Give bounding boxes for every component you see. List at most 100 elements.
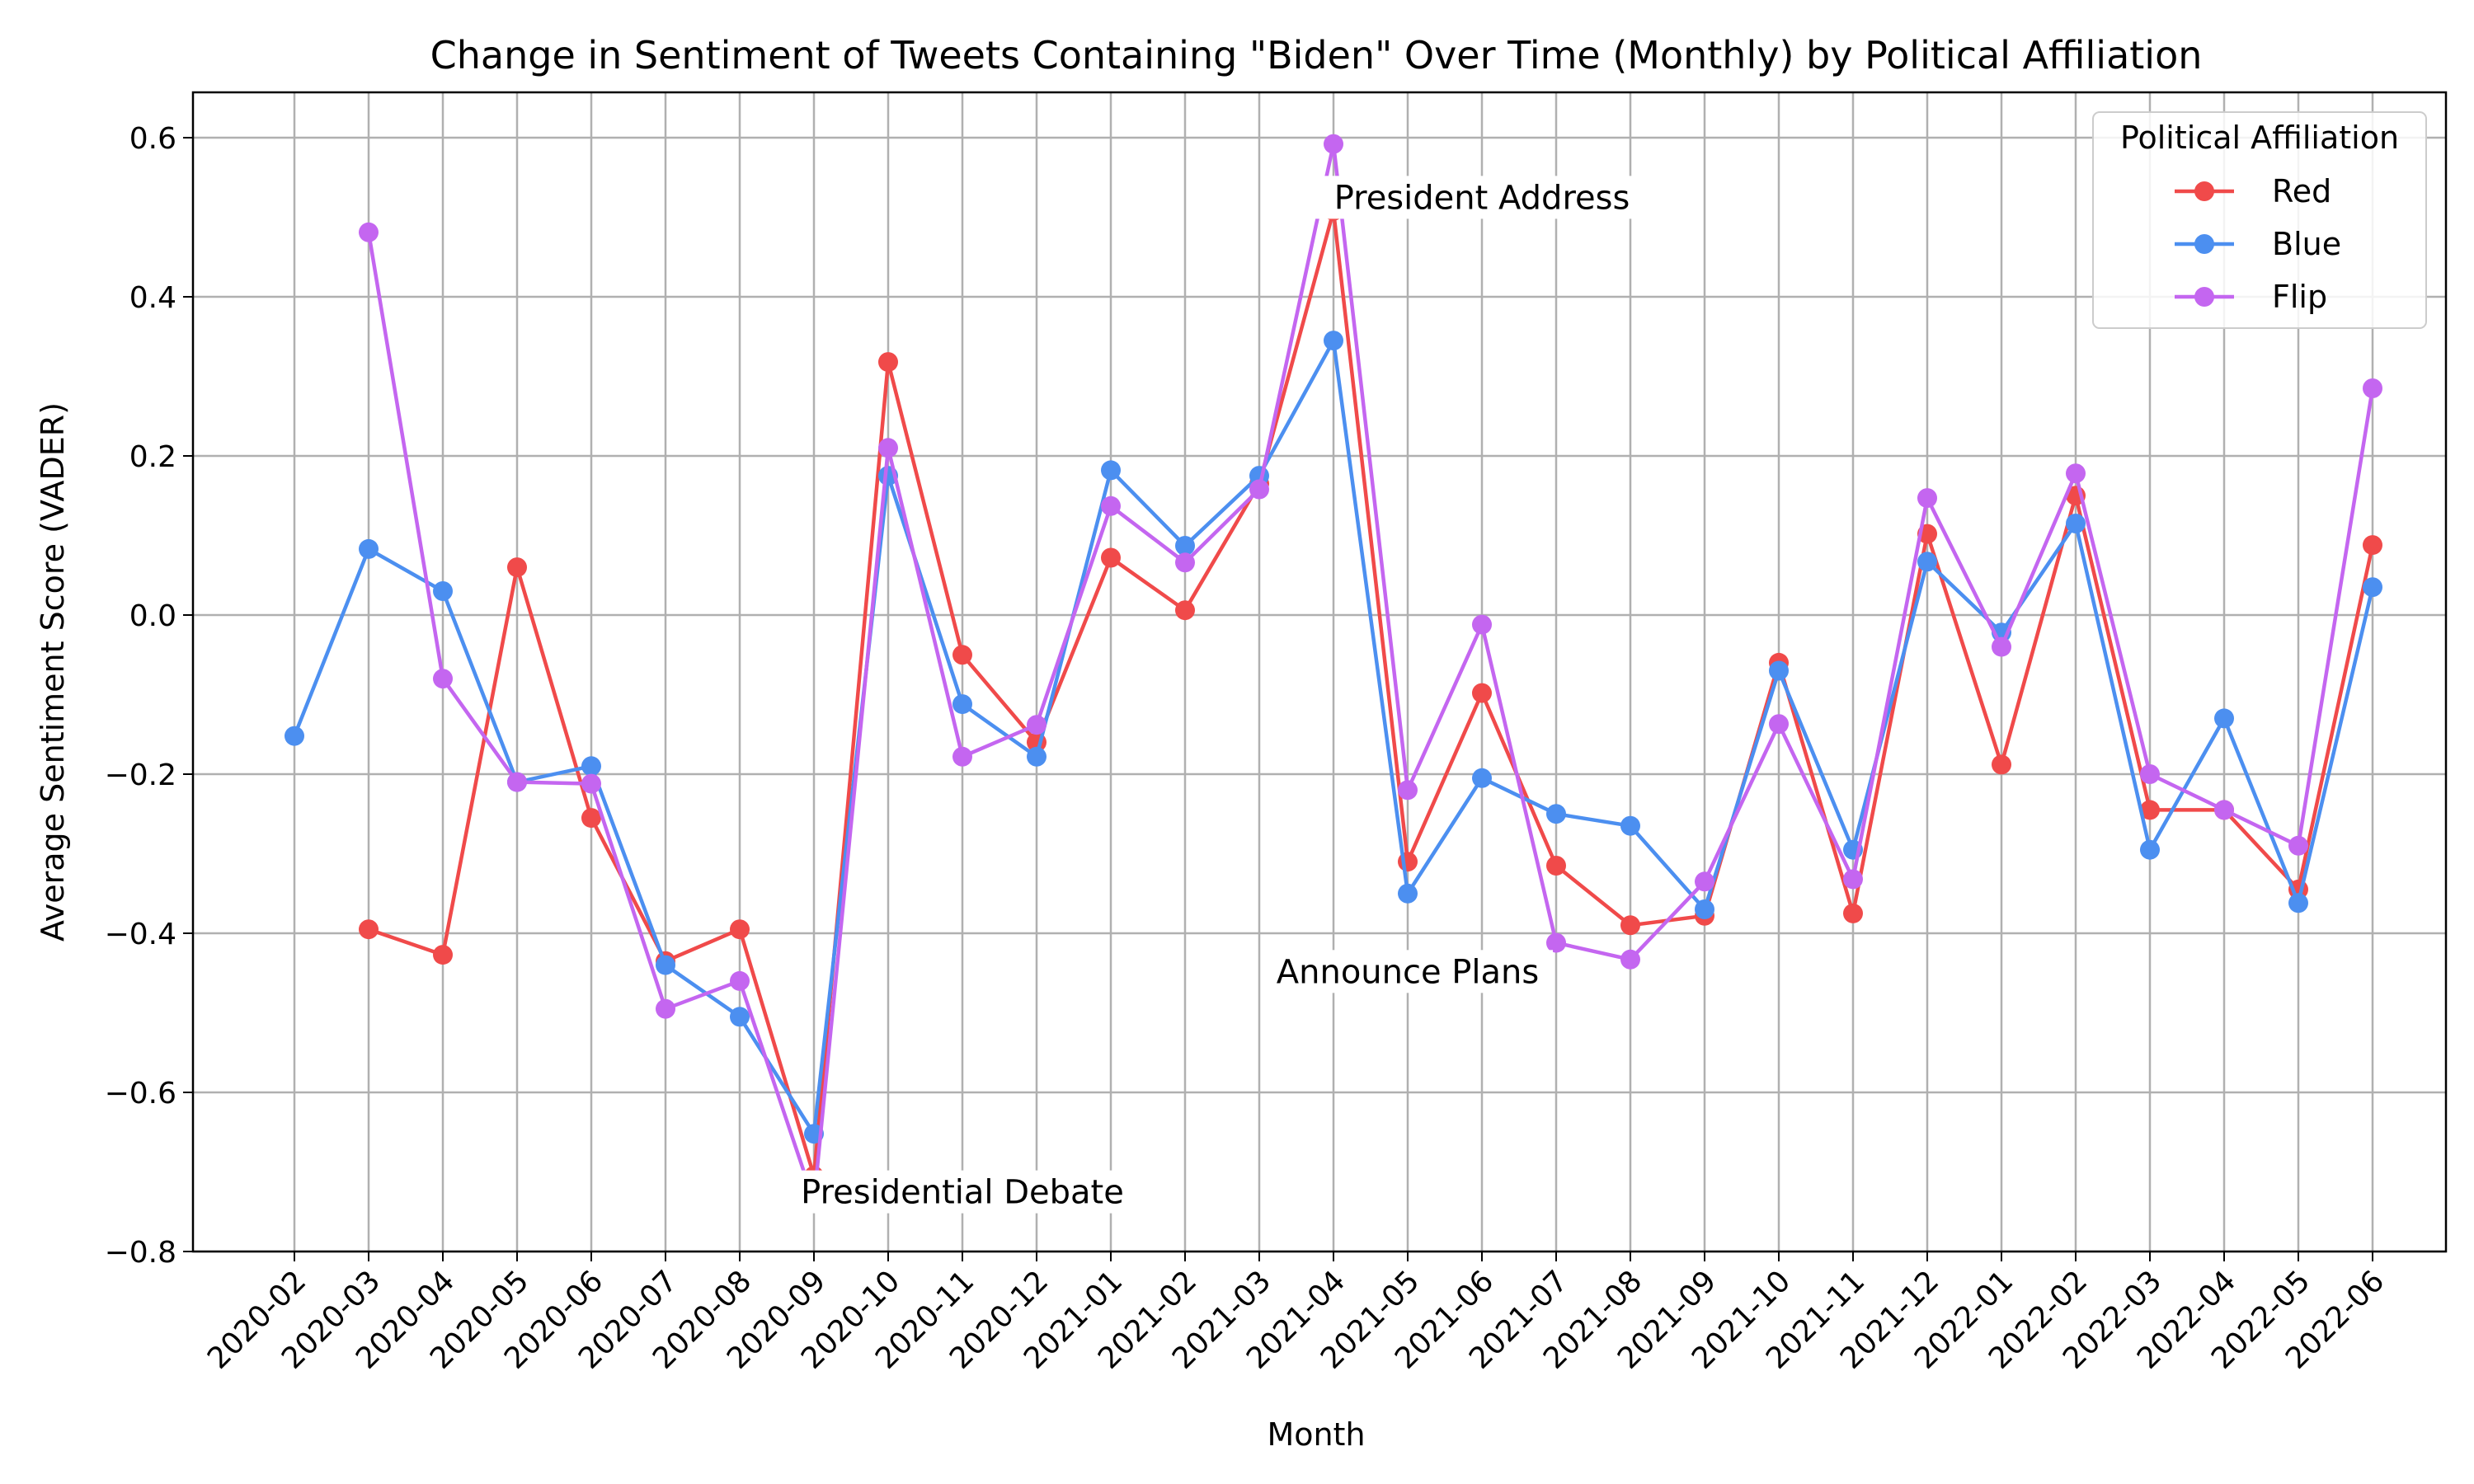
grid [193, 92, 2446, 1253]
legend: Political Affiliation Red Blue Flip [2092, 111, 2427, 329]
data-point-flip [1992, 636, 2011, 657]
data-point-flip [433, 669, 453, 689]
data-point-blue [2140, 839, 2160, 860]
y-tick-label: 0.6 [129, 122, 176, 156]
data-point-red [433, 945, 453, 965]
data-point-blue [1027, 746, 1047, 767]
legend-label: Blue [2272, 226, 2341, 262]
series-layer [285, 134, 2382, 1212]
legend-label: Red [2272, 173, 2331, 209]
data-point-red [878, 352, 898, 373]
legend-title: Political Affiliation [2120, 120, 2399, 156]
data-point-flip [2140, 764, 2160, 784]
data-point-blue [2363, 577, 2382, 598]
data-point-flip [1843, 869, 1863, 890]
annotation-background [769, 1170, 1155, 1214]
data-point-blue [285, 726, 304, 746]
data-point-flip [1175, 552, 1195, 573]
series-red [359, 200, 2382, 1186]
legend-box [2092, 111, 2427, 329]
data-point-flip [1620, 949, 1640, 970]
x-axis-label: Month [1267, 1416, 1365, 1453]
data-point-flip [1917, 488, 1937, 509]
y-tick-label: −0.2 [105, 758, 176, 792]
y-tick-label: −0.4 [105, 918, 176, 951]
data-point-red [359, 919, 379, 940]
data-point-flip [656, 998, 675, 1019]
data-point-flip [730, 970, 750, 991]
data-point-flip [952, 746, 972, 767]
y-tick-label: 0.0 [129, 599, 176, 633]
legend-item-flip: Flip [2175, 279, 2327, 315]
annotation-background [1308, 176, 1656, 219]
y-tick-label: 0.4 [129, 281, 176, 315]
data-point-flip [1472, 614, 1492, 635]
annotation-label: President Address [1334, 179, 1630, 217]
data-point-blue [952, 694, 972, 715]
data-point-flip [1398, 780, 1418, 801]
data-point-flip [1101, 495, 1121, 516]
data-point-blue [1546, 804, 1566, 824]
data-point-blue [2066, 514, 2086, 533]
series-line-flip [366, 142, 2375, 1204]
data-point-blue [433, 581, 453, 601]
legend-marker [2194, 234, 2214, 254]
data-point-flip [507, 772, 527, 792]
data-point-blue [1324, 331, 1343, 351]
legend-marker [2194, 287, 2214, 307]
plot-frame [191, 91, 2448, 1253]
legend-label: Flip [2272, 279, 2327, 315]
data-point-flip [2066, 463, 2086, 484]
chart-title: Change in Sentiment of Tweets Containing… [430, 33, 2203, 77]
data-point-red [2140, 800, 2160, 820]
data-point-red [730, 919, 750, 940]
x-axis-ticks: 2020-022020-032020-042020-052020-062020-… [201, 1252, 2391, 1376]
y-axis-label: Average Sentiment Score (VADER) [35, 402, 71, 942]
data-point-flip [1249, 479, 1269, 500]
data-point-blue [730, 1007, 750, 1027]
data-point-blue [1695, 899, 1714, 919]
annotation-layer: Presidential Debate President Address Anno… [769, 176, 1656, 1214]
legend-item-blue: Blue [2175, 226, 2341, 262]
data-point-blue [1101, 460, 1121, 481]
data-point-red [1546, 856, 1566, 876]
data-point-blue [1620, 815, 1640, 836]
data-point-blue [2288, 893, 2308, 913]
data-point-flip [878, 438, 898, 458]
data-point-flip [1027, 715, 1047, 735]
data-point-blue [359, 538, 379, 559]
data-point-flip [1695, 871, 1714, 892]
data-point-flip [2363, 378, 2382, 398]
data-point-blue [1398, 883, 1418, 904]
data-point-red [507, 557, 527, 578]
legend-item-red: Red [2175, 173, 2331, 209]
annotation-background [1263, 950, 1553, 993]
data-point-blue [656, 955, 675, 975]
data-point-blue [1472, 768, 1492, 788]
data-point-flip [2214, 800, 2234, 820]
legend-marker [2194, 181, 2214, 201]
y-tick-label: 0.2 [129, 440, 176, 474]
annotation-label: Announce Plans [1277, 953, 1540, 991]
y-tick-label: −0.8 [105, 1236, 176, 1270]
annotation-label: Presidential Debate [801, 1174, 1124, 1212]
data-point-red [1843, 903, 1863, 923]
data-point-red [952, 645, 972, 665]
data-point-flip [1769, 714, 1789, 735]
data-point-flip [1324, 134, 1343, 154]
data-point-blue [1917, 552, 1937, 572]
data-point-red [1992, 754, 2011, 775]
data-point-red [1101, 547, 1121, 568]
data-point-blue [581, 756, 601, 777]
series-blue [285, 331, 2382, 1144]
data-point-flip [1546, 932, 1566, 953]
data-point-red [2363, 535, 2382, 556]
data-point-red [1175, 600, 1195, 621]
data-point-red [581, 808, 601, 829]
data-point-flip [359, 222, 379, 242]
data-point-red [1472, 683, 1492, 703]
y-axis-ticks: −0.8 −0.6 −0.4 −0.2 0.0 0.2 0.4 0.6 [105, 122, 193, 1270]
data-point-flip [581, 773, 601, 794]
data-point-blue [2214, 708, 2234, 729]
